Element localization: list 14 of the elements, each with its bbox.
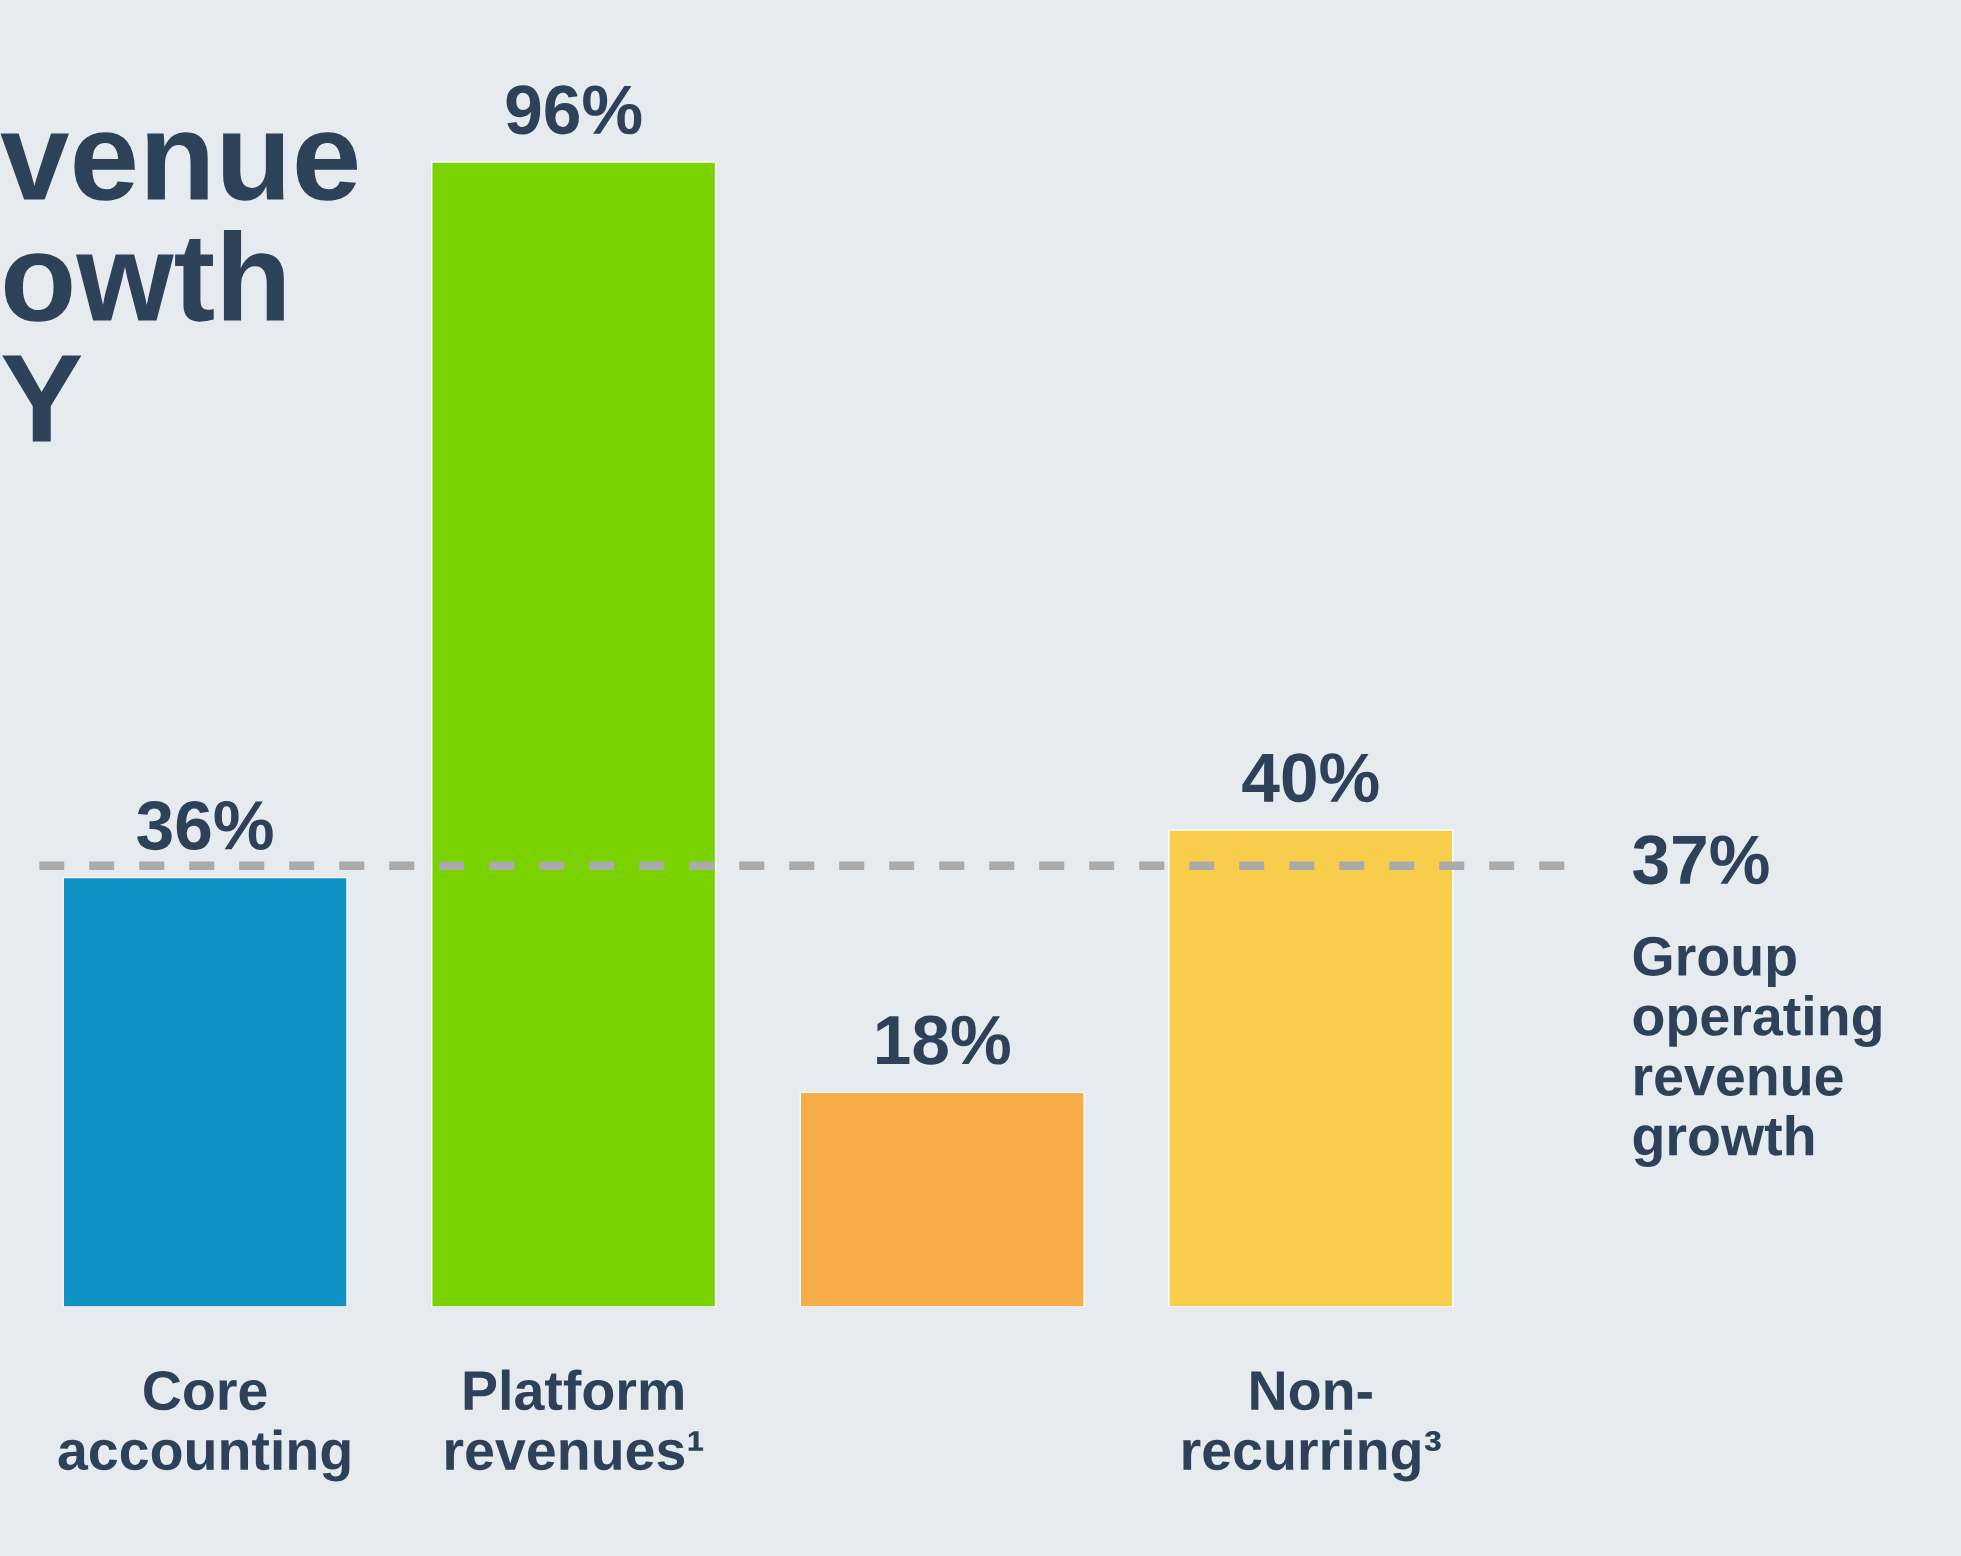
bar (1168, 829, 1454, 1308)
text: Group operating revenue growth (1633, 936, 1881, 1167)
x-tick-label: Non- recurring³ (1183, 1371, 1441, 1482)
data-label: 36% (137, 800, 273, 851)
bar (799, 1091, 1085, 1308)
bar (62, 876, 348, 1308)
x-tick-label: Platform revenues¹ (446, 1369, 704, 1471)
chart-title: venue owth Y (0, 132, 357, 442)
data-label: 96% (506, 85, 642, 135)
data-label: 18% (877, 1015, 1010, 1065)
x-tick-label: Core accounting (58, 1371, 350, 1482)
data-label: 40% (1242, 753, 1379, 803)
bar (431, 161, 717, 1308)
ref-line-label: 37% (1633, 835, 1769, 885)
